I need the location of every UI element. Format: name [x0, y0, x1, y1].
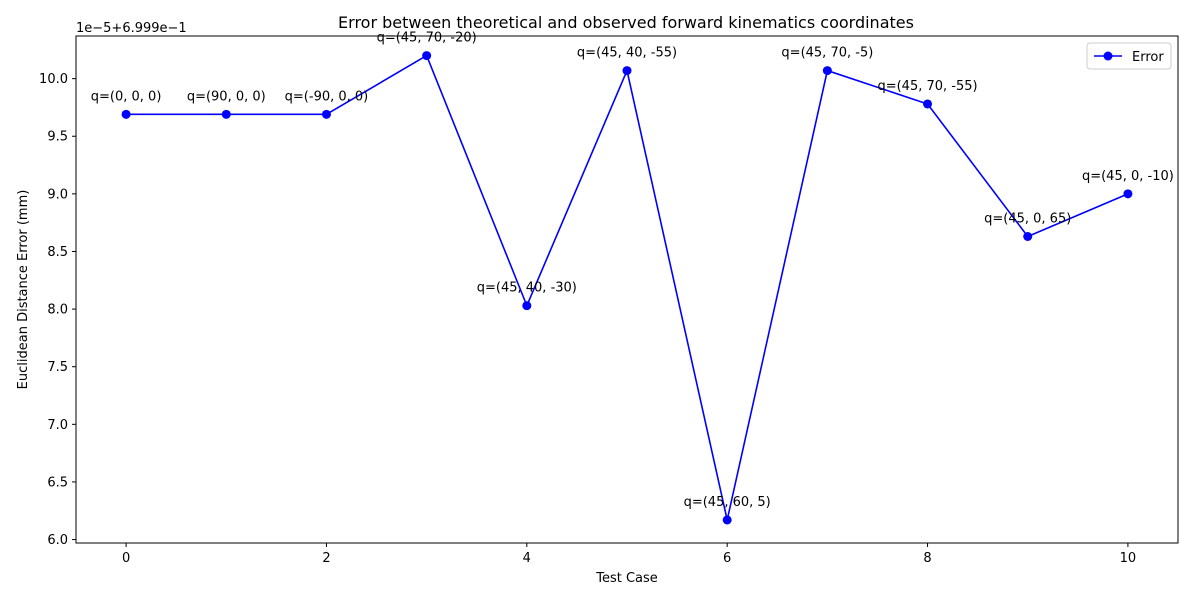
x-axis-label: Test Case: [595, 571, 658, 586]
y-tick-label: 6.0: [47, 533, 68, 548]
data-point: [722, 515, 732, 525]
y-tick-label: 9.0: [47, 187, 68, 202]
y-axis: 6.0 6.5 7.0 7.5 8.0 8.5 9.0 9.5 10.0: [39, 72, 76, 548]
legend: Error: [1086, 42, 1172, 70]
data-point: [422, 51, 432, 61]
y-tick-label: 6.5: [47, 475, 68, 490]
data-point: [822, 66, 832, 76]
point-annotation: q=(45, 70, -55): [877, 79, 977, 94]
point-annotation: q=(45, 0, -10): [1082, 169, 1174, 184]
x-tick-label: 2: [322, 551, 330, 566]
axes-frame: [75, 35, 1179, 544]
data-point: [121, 109, 131, 119]
y-axis-label: Euclidean Distance Error (mm): [16, 190, 31, 390]
point-annotation: q=(45, 0, 65): [984, 211, 1071, 226]
data-point: [522, 301, 532, 311]
data-point: [321, 109, 331, 119]
legend-frame: [1086, 42, 1172, 70]
y-tick-label: 7.5: [47, 360, 68, 375]
y-tick-label: 7.0: [47, 418, 68, 433]
point-annotation: q=(45, 70, -20): [377, 31, 477, 46]
x-axis: 0 2 4 6 8 10: [122, 543, 1136, 566]
y-tick-label: 8.0: [47, 303, 68, 318]
point-annotation: q=(-90, 0, 0): [285, 89, 369, 104]
y-tick-label: 9.5: [47, 130, 68, 145]
legend-marker-swatch: [1103, 51, 1113, 61]
data-point: [622, 66, 632, 76]
data-point: [923, 99, 933, 109]
legend-label: Error: [1132, 50, 1164, 65]
point-annotation: q=(45, 70, -5): [781, 46, 873, 61]
data-point: [1023, 231, 1033, 241]
y-tick-label: 8.5: [47, 245, 68, 260]
y-tick-label: 10.0: [39, 72, 68, 87]
plot-area: q=(0, 0, 0) q=(90, 0, 0) q=(-90, 0, 0) q=(4…: [91, 31, 1174, 525]
chart-title: Error between theoretical and observed f…: [338, 13, 914, 32]
data-point: [221, 109, 231, 119]
data-point: [1123, 189, 1133, 199]
point-annotation: q=(90, 0, 0): [187, 89, 266, 104]
x-tick-label: 6: [723, 551, 731, 566]
y-offset-label: 1e−5+6.999e−1: [76, 21, 187, 36]
x-tick-label: 4: [523, 551, 531, 566]
x-tick-label: 10: [1120, 551, 1137, 566]
point-annotation: q=(45, 40, -55): [577, 46, 677, 61]
point-annotation: q=(45, 60, 5): [684, 495, 771, 510]
point-annotation: q=(0, 0, 0): [91, 89, 162, 104]
point-annotation: q=(45, 40, -30): [477, 281, 577, 296]
x-tick-label: 0: [122, 551, 130, 566]
x-tick-label: 8: [923, 551, 931, 566]
